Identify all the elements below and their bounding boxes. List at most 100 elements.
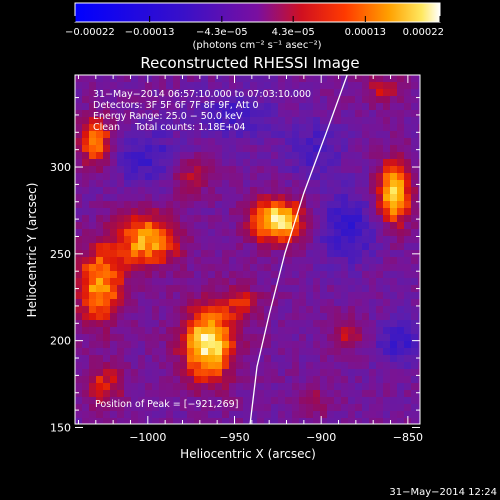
heatmap-cell bbox=[131, 250, 138, 257]
heatmap-cell bbox=[229, 334, 236, 341]
heatmap-cell bbox=[131, 397, 138, 404]
heatmap-cell bbox=[180, 271, 187, 278]
heatmap-cell bbox=[383, 257, 390, 264]
heatmap-cell bbox=[180, 201, 187, 208]
heatmap-cell bbox=[75, 89, 82, 96]
heatmap-cell bbox=[75, 117, 82, 124]
heatmap-cell bbox=[313, 180, 320, 187]
heatmap-cell bbox=[292, 236, 299, 243]
heatmap-cell bbox=[320, 152, 327, 159]
heatmap-cell bbox=[208, 320, 215, 327]
heatmap-cell bbox=[299, 243, 306, 250]
heatmap-cell bbox=[348, 334, 355, 341]
heatmap-cell bbox=[299, 404, 306, 411]
heatmap-cell bbox=[383, 369, 390, 376]
heatmap-cell bbox=[404, 327, 411, 334]
heatmap-cell bbox=[250, 313, 257, 320]
heatmap-cell bbox=[194, 271, 201, 278]
heatmap-cell bbox=[418, 404, 420, 411]
heatmap-cell bbox=[208, 299, 215, 306]
heatmap-cell bbox=[390, 341, 397, 348]
heatmap-cell bbox=[166, 334, 173, 341]
heatmap-cell bbox=[82, 103, 89, 110]
heatmap-cell bbox=[257, 201, 264, 208]
heatmap-cell bbox=[131, 390, 138, 397]
heatmap-cell bbox=[320, 313, 327, 320]
heatmap-cell bbox=[418, 96, 420, 103]
heatmap-cell bbox=[194, 145, 201, 152]
heatmap-cell bbox=[173, 173, 180, 180]
heatmap-cell bbox=[264, 278, 271, 285]
heatmap-cell bbox=[257, 166, 264, 173]
heatmap-cell bbox=[131, 348, 138, 355]
heatmap-cell bbox=[355, 117, 362, 124]
heatmap-cell bbox=[341, 292, 348, 299]
heatmap-cell bbox=[285, 222, 292, 229]
heatmap-cell bbox=[271, 334, 278, 341]
heatmap-cell bbox=[271, 341, 278, 348]
heatmap-cell bbox=[152, 152, 159, 159]
heatmap-cell bbox=[187, 96, 194, 103]
heatmap-cell bbox=[166, 82, 173, 89]
heatmap-cell bbox=[180, 383, 187, 390]
heatmap-cell bbox=[166, 411, 173, 418]
heatmap-cell bbox=[187, 159, 194, 166]
heatmap-cell bbox=[152, 271, 159, 278]
heatmap-cell bbox=[110, 264, 117, 271]
heatmap-cell bbox=[264, 271, 271, 278]
heatmap-cell bbox=[341, 257, 348, 264]
heatmap-cell bbox=[320, 299, 327, 306]
heatmap-cell bbox=[271, 131, 278, 138]
heatmap-cell bbox=[348, 201, 355, 208]
heatmap-cell bbox=[229, 404, 236, 411]
heatmap-cell bbox=[264, 138, 271, 145]
heatmap-cell bbox=[257, 138, 264, 145]
heatmap-cell bbox=[355, 208, 362, 215]
heatmap-cell bbox=[362, 299, 369, 306]
heatmap-cell bbox=[397, 285, 404, 292]
heatmap-cell bbox=[341, 404, 348, 411]
heatmap-cell bbox=[292, 390, 299, 397]
heatmap-cell bbox=[355, 243, 362, 250]
heatmap-cell bbox=[201, 82, 208, 89]
heatmap-cell bbox=[103, 334, 110, 341]
heatmap-cell bbox=[82, 390, 89, 397]
heatmap-cell bbox=[327, 250, 334, 257]
heatmap-cell bbox=[334, 376, 341, 383]
heatmap-cell bbox=[278, 376, 285, 383]
heatmap-cell bbox=[236, 278, 243, 285]
heatmap-cell bbox=[376, 334, 383, 341]
heatmap-cell bbox=[320, 285, 327, 292]
heatmap-cell bbox=[201, 285, 208, 292]
heatmap-cell bbox=[194, 355, 201, 362]
heatmap-cell bbox=[264, 166, 271, 173]
heatmap-cell bbox=[103, 152, 110, 159]
heatmap-cell bbox=[222, 334, 229, 341]
heatmap-cell bbox=[362, 117, 369, 124]
heatmap-cell bbox=[222, 152, 229, 159]
heatmap-cell bbox=[187, 215, 194, 222]
heatmap-cell bbox=[264, 348, 271, 355]
heatmap-cell bbox=[383, 124, 390, 131]
heatmap-cell bbox=[411, 299, 418, 306]
heatmap-cell bbox=[397, 201, 404, 208]
heatmap-cell bbox=[334, 124, 341, 131]
heatmap-cell bbox=[243, 187, 250, 194]
heatmap-cell bbox=[201, 250, 208, 257]
heatmap-cell bbox=[390, 250, 397, 257]
heatmap-cell bbox=[271, 215, 278, 222]
heatmap-cell bbox=[194, 383, 201, 390]
heatmap-cell bbox=[334, 194, 341, 201]
heatmap-cell bbox=[271, 250, 278, 257]
heatmap-cell bbox=[411, 117, 418, 124]
heatmap-cell bbox=[257, 341, 264, 348]
heatmap-cell bbox=[411, 166, 418, 173]
heatmap-cell bbox=[187, 383, 194, 390]
heatmap-cell bbox=[194, 138, 201, 145]
heatmap-cell bbox=[390, 334, 397, 341]
heatmap-cell bbox=[299, 299, 306, 306]
colorbar-tick-label: 4.3e−05 bbox=[272, 27, 315, 38]
heatmap-cell bbox=[285, 362, 292, 369]
heatmap-cell bbox=[313, 89, 320, 96]
heatmap-cell bbox=[250, 110, 257, 117]
